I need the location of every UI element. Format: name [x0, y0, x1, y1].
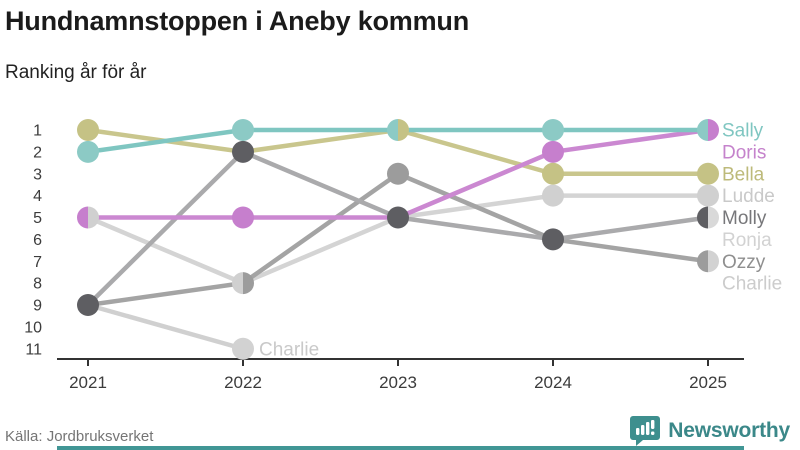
y-tick-label-7: 7: [33, 254, 42, 271]
series-line-charlie: [87, 302, 244, 351]
dot-2023-rank3-ozzy: [387, 162, 409, 185]
dot-2024-rank3-bella: [542, 162, 564, 185]
dot-2022-rank8-ozzy-right: [243, 272, 255, 295]
dot-2025-rank1-doris-right: [708, 119, 719, 141]
dot-2021-rank5-ludde-right: [88, 206, 99, 229]
dot-2025-rank5-ronja-right: [708, 206, 720, 229]
dot-2025-rank3-bella: [697, 162, 719, 185]
dot-2021-rank2-sally: [77, 140, 99, 163]
series-label-sally: Sally: [722, 121, 764, 142]
dot-2023-rank1-sally-left: [387, 119, 398, 141]
y-tick-label-9: 9: [33, 298, 42, 315]
series-label-charlie: Charlie: [722, 274, 782, 295]
y-tick-label-10: 10: [24, 319, 42, 336]
dot-2024-rank4-ludde: [542, 184, 564, 207]
dot-2025-rank5-molly-left: [697, 206, 708, 229]
dot-2024-rank1-sally: [542, 119, 564, 141]
x-tick-label-2022: 2022: [224, 373, 262, 392]
series-label-ronja: Ronja: [722, 230, 772, 251]
dot-2021-rank5-doris-left: [77, 206, 88, 229]
dot-2022-rank1-sally: [232, 119, 254, 141]
x-tick-label-2021: 2021: [69, 373, 107, 392]
dot-2025-rank7-charlie-right: [708, 250, 720, 273]
dot-2022-rank8-ludde-left: [232, 272, 243, 295]
y-tick-label-2: 2: [33, 144, 42, 161]
x-tick-label-2023: 2023: [379, 373, 417, 392]
newsworthy-bars-icon: [630, 416, 661, 446]
dot-2021-rank1-bella: [77, 119, 99, 141]
dot-2024-rank6-molly: [542, 228, 564, 251]
series-label-bella: Bella: [722, 164, 765, 185]
dot-2023-rank5-molly: [387, 206, 409, 229]
dot-2025-rank7-ozzy-left: [697, 250, 708, 273]
series-label-ozzy: Ozzy: [722, 252, 766, 273]
series-label-doris: Doris: [722, 142, 766, 163]
dot-2023-rank1-bella-right: [398, 119, 409, 141]
x-tick-label-2024: 2024: [534, 373, 572, 392]
newsworthy-wordmark: Newsworthy: [668, 418, 790, 442]
y-tick-label-11: 11: [25, 341, 42, 358]
dot-2021-rank9-molly: [77, 294, 99, 316]
x-tick-label-2025: 2025: [689, 373, 727, 392]
y-tick-label-8: 8: [33, 276, 42, 293]
newsworthy-logo: Newsworthy: [630, 415, 790, 446]
series-label-ludde: Ludde: [722, 186, 775, 207]
dot-2022-rank5-doris: [232, 206, 254, 229]
y-tick-label-1: 1: [33, 123, 42, 140]
source-note: Källa: Jordbruksverket: [5, 428, 154, 445]
y-tick-label-4: 4: [33, 188, 42, 205]
chart-title: Hundnamnstoppen i Aneby kommun: [5, 6, 470, 36]
y-tick-label-5: 5: [33, 210, 42, 227]
chart-subtitle: Ranking år för år: [5, 62, 147, 83]
y-tick-label-6: 6: [33, 232, 42, 249]
dot-2022-rank11-charlie: [232, 337, 254, 360]
accent-bottom-bar: [57, 446, 744, 450]
series-label-molly: Molly: [722, 208, 767, 229]
y-tick-label-3: 3: [33, 166, 42, 183]
dot-2025-rank1-sally-left: [697, 119, 708, 141]
dot-2022-rank2-molly: [232, 140, 254, 163]
dot-2024-rank2-doris: [542, 140, 564, 163]
annotation-charlie-2022: Charlie: [259, 339, 319, 360]
dot-2025-rank4-ludde: [697, 184, 719, 207]
